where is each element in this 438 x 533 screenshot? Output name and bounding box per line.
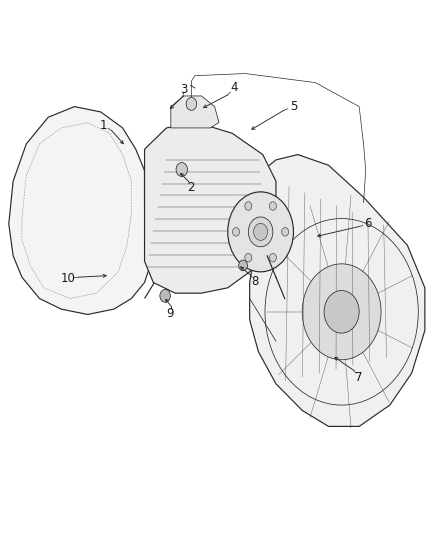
Text: 5: 5: [290, 100, 297, 113]
Circle shape: [233, 228, 240, 236]
Circle shape: [228, 192, 293, 272]
Circle shape: [248, 217, 273, 247]
PathPatch shape: [171, 96, 219, 128]
Circle shape: [239, 260, 247, 271]
Text: 9: 9: [166, 307, 174, 320]
Circle shape: [186, 98, 197, 110]
Circle shape: [269, 202, 276, 211]
Circle shape: [282, 228, 289, 236]
Circle shape: [160, 289, 170, 302]
Text: 3: 3: [180, 83, 187, 96]
Circle shape: [324, 290, 359, 333]
Text: 4: 4: [230, 82, 238, 94]
Text: 10: 10: [60, 272, 75, 285]
Text: 7: 7: [355, 371, 363, 384]
Circle shape: [245, 253, 252, 262]
Circle shape: [302, 264, 381, 360]
Circle shape: [245, 202, 252, 211]
Circle shape: [176, 163, 187, 176]
PathPatch shape: [250, 155, 425, 426]
PathPatch shape: [145, 123, 276, 293]
Circle shape: [269, 253, 276, 262]
Text: 1: 1: [99, 119, 107, 132]
Circle shape: [254, 223, 268, 240]
PathPatch shape: [9, 107, 158, 314]
Text: 8: 8: [251, 275, 258, 288]
Text: 6: 6: [364, 217, 372, 230]
Text: 2: 2: [187, 181, 194, 194]
